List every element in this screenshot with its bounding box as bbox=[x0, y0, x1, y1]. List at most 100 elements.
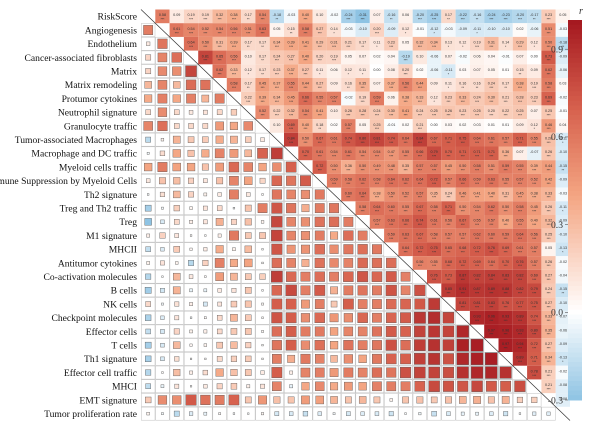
row-label: NK cells bbox=[103, 299, 137, 310]
corr-value: 0.32 bbox=[288, 109, 295, 113]
corr-square bbox=[230, 300, 238, 308]
corr-value: -0.02 bbox=[559, 369, 567, 373]
corr-square bbox=[271, 229, 283, 242]
corr-square bbox=[531, 396, 538, 403]
corr-cell bbox=[455, 283, 470, 298]
signif-stars: *** bbox=[532, 86, 537, 90]
colorbar-tick-label: 0.6 bbox=[551, 132, 563, 143]
corr-value: 0.28 bbox=[516, 95, 523, 99]
signif-stars: *** bbox=[261, 31, 266, 35]
corr-square bbox=[285, 271, 297, 282]
signif-stars: *** bbox=[489, 113, 494, 117]
corr-value: 0.58 bbox=[473, 164, 480, 168]
signif-stars: *** bbox=[332, 45, 337, 49]
corr-cell bbox=[527, 50, 542, 65]
corr-value: -0.07 bbox=[530, 150, 538, 154]
colorbar-segment bbox=[568, 314, 582, 320]
corr-square bbox=[229, 189, 239, 200]
corr-square bbox=[357, 230, 368, 241]
corr-cell bbox=[484, 119, 499, 133]
corr-cell bbox=[527, 365, 542, 380]
corr-cell bbox=[541, 187, 556, 202]
corr-cell bbox=[412, 201, 427, 215]
corr-square bbox=[344, 381, 353, 391]
corr-square bbox=[214, 93, 225, 104]
corr-cell bbox=[527, 146, 542, 161]
corr-square bbox=[216, 356, 223, 362]
corr-square bbox=[160, 329, 165, 334]
signif-stars: *** bbox=[475, 168, 480, 172]
signif-stars: *** bbox=[475, 100, 480, 104]
corr-cell bbox=[241, 23, 256, 37]
corr-square bbox=[157, 80, 168, 90]
corr-value: 0.27 bbox=[288, 54, 295, 58]
signif-stars: *** bbox=[418, 141, 423, 145]
corr-value: 0.36 bbox=[345, 164, 352, 168]
corr-value: 0.00 bbox=[373, 68, 380, 72]
corr-cell bbox=[455, 242, 470, 257]
corr-value: 0.36 bbox=[502, 150, 509, 154]
corr-cell bbox=[398, 228, 413, 243]
colorbar-segment bbox=[568, 181, 582, 187]
signif-stars: *** bbox=[361, 182, 366, 186]
corr-square bbox=[271, 202, 283, 214]
corr-square bbox=[243, 162, 253, 172]
corr-value: 0.04 bbox=[559, 123, 566, 127]
corr-square bbox=[157, 107, 168, 117]
corr-cell bbox=[555, 146, 570, 161]
corr-square bbox=[173, 81, 181, 89]
corr-cell bbox=[369, 23, 385, 37]
signif-stars: *** bbox=[218, 59, 223, 63]
signif-stars: *** bbox=[375, 182, 380, 186]
corr-value: -0.11 bbox=[559, 205, 567, 209]
corr-cell bbox=[412, 64, 427, 78]
corr-square bbox=[203, 301, 208, 307]
signif-stars: *** bbox=[518, 100, 523, 104]
signif-stars: *** bbox=[489, 319, 494, 323]
corr-value: 0.24 bbox=[473, 95, 480, 99]
signif-stars: *** bbox=[361, 155, 366, 159]
corr-square bbox=[215, 272, 224, 281]
colorbar-segment bbox=[568, 248, 582, 254]
corr-square bbox=[159, 150, 166, 156]
corr-value: -0.16 bbox=[387, 13, 395, 17]
corr-value: 0.05 bbox=[345, 54, 352, 58]
corr-value: 0.71 bbox=[459, 150, 466, 154]
corr-square bbox=[445, 396, 452, 404]
corr-square bbox=[330, 396, 338, 404]
corr-cell bbox=[541, 256, 556, 270]
corr-cell bbox=[369, 119, 385, 133]
colorbar-segment bbox=[568, 281, 582, 287]
signif-stars: *** bbox=[418, 264, 423, 268]
signif-stars: *** bbox=[518, 86, 523, 90]
colorbar-segment bbox=[568, 366, 582, 372]
corr-square bbox=[385, 312, 397, 324]
corr-square bbox=[414, 366, 426, 379]
corr-square bbox=[489, 411, 494, 416]
corr-cell bbox=[298, 146, 313, 161]
signif-stars: *** bbox=[475, 223, 480, 227]
corr-value: 0.85 bbox=[445, 287, 452, 291]
corr-cell bbox=[341, 160, 356, 174]
corr-cell bbox=[355, 160, 370, 174]
corr-value: 0.24 bbox=[416, 109, 423, 113]
corr-value: 0.34 bbox=[431, 41, 438, 45]
corr-square bbox=[371, 257, 383, 269]
signif-stars: *** bbox=[461, 292, 466, 296]
corr-cell bbox=[512, 160, 528, 174]
corr-square bbox=[173, 272, 181, 281]
corr-value: 0.58 bbox=[302, 27, 309, 31]
corr-square bbox=[172, 286, 181, 295]
corr-cell bbox=[427, 132, 442, 147]
signif-stars: *** bbox=[432, 182, 437, 186]
corr-cell bbox=[527, 256, 542, 270]
signif-stars: *** bbox=[318, 155, 323, 159]
signif-stars: *** bbox=[532, 141, 537, 145]
corr-cell bbox=[512, 9, 528, 24]
signif-stars: *** bbox=[361, 18, 366, 22]
signif-stars: *** bbox=[389, 223, 394, 227]
corr-square bbox=[229, 230, 239, 241]
corr-square bbox=[160, 356, 165, 361]
colorbar-segment bbox=[568, 214, 582, 220]
signif-stars: *** bbox=[547, 31, 552, 35]
